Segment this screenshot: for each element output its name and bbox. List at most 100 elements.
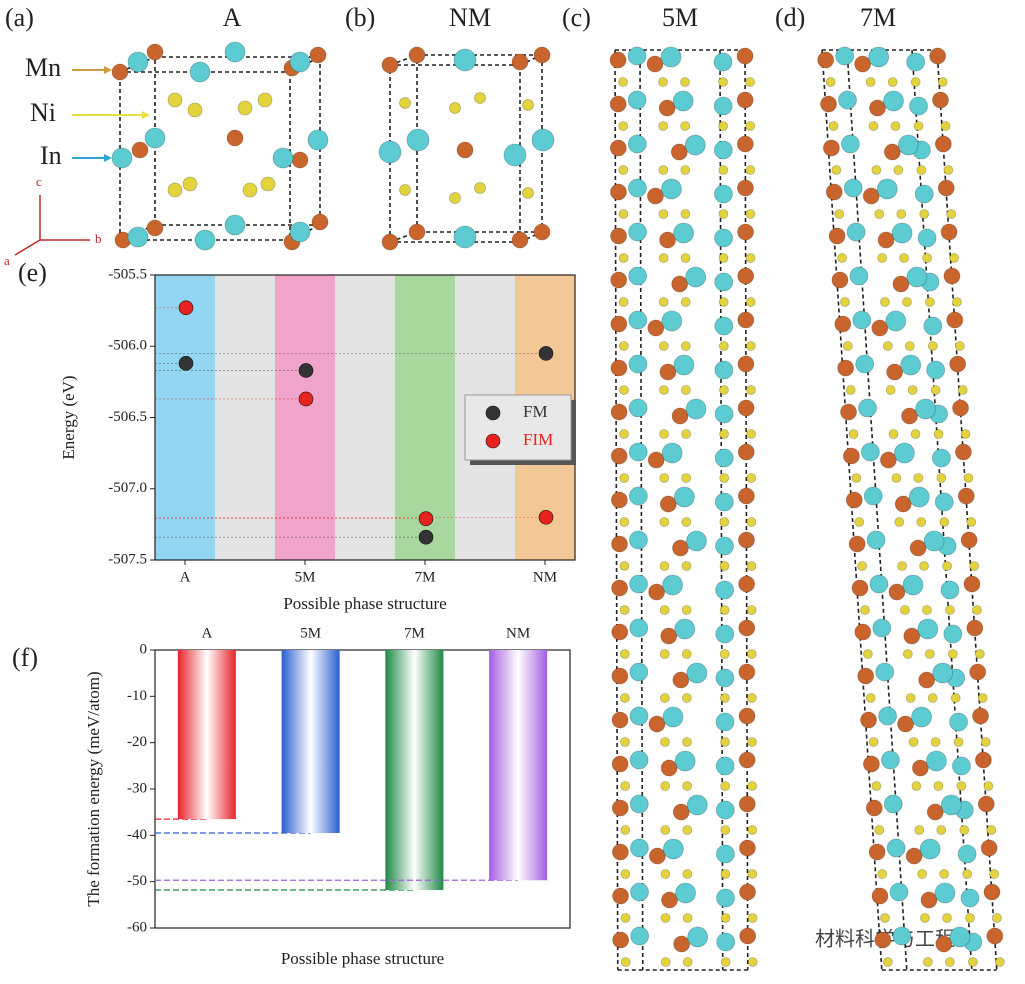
atom	[533, 46, 551, 64]
atom	[511, 231, 529, 249]
atom	[857, 667, 875, 685]
arrow-head	[104, 154, 112, 162]
atom	[901, 407, 918, 425]
atom	[671, 407, 689, 425]
atom	[865, 77, 876, 87]
atom	[914, 825, 925, 835]
atom	[983, 781, 994, 791]
atom	[627, 134, 647, 154]
structure-title: NM	[449, 3, 491, 32]
atom	[878, 706, 897, 726]
atom	[718, 165, 729, 175]
atom	[919, 209, 930, 219]
atom	[992, 913, 1002, 923]
atom	[967, 957, 978, 967]
atom	[226, 129, 244, 147]
atom	[860, 711, 877, 729]
atom	[892, 926, 912, 946]
atom	[840, 403, 857, 421]
atom	[629, 662, 649, 682]
y-tick-label: -20	[127, 734, 147, 750]
atom	[893, 165, 904, 175]
atom	[920, 913, 930, 923]
atom	[260, 176, 276, 192]
atom	[658, 297, 669, 307]
atom	[182, 176, 198, 192]
atom	[661, 442, 683, 464]
atom	[944, 957, 955, 967]
atom	[736, 135, 754, 153]
atom	[912, 759, 929, 777]
atom	[917, 869, 928, 879]
atom	[658, 77, 668, 87]
atom	[628, 178, 647, 198]
atom	[917, 618, 939, 640]
atom	[715, 580, 735, 600]
atom	[408, 46, 426, 64]
atom	[609, 51, 627, 69]
atom	[611, 623, 629, 641]
atom	[408, 223, 426, 241]
atom	[926, 803, 944, 821]
atom	[381, 233, 399, 251]
cell-edge	[614, 49, 619, 971]
atom	[680, 165, 691, 175]
axis-letter: c	[36, 174, 42, 189]
atom	[127, 226, 149, 248]
atom	[937, 77, 948, 87]
element-label: Ni	[30, 98, 56, 127]
y-axis-title: The formation energy (meV/atom)	[84, 671, 103, 906]
atom	[719, 473, 730, 483]
y-tick-label: -507.5	[108, 551, 147, 567]
atom	[747, 957, 758, 967]
atom	[746, 605, 757, 615]
atom	[909, 539, 927, 557]
atom	[311, 213, 329, 231]
element-label: In	[40, 141, 62, 170]
point	[418, 529, 434, 545]
atom	[940, 580, 960, 600]
atom	[610, 227, 627, 245]
atom	[746, 385, 756, 395]
atom	[716, 844, 735, 864]
atom	[307, 129, 329, 151]
atom	[945, 605, 955, 615]
y-tick-label: -50	[127, 873, 147, 889]
atom	[681, 605, 692, 615]
atom	[194, 229, 216, 251]
atom	[737, 487, 755, 505]
atom	[843, 178, 863, 198]
atom	[720, 913, 731, 923]
atom	[474, 92, 486, 104]
atom	[953, 737, 964, 747]
atom	[877, 869, 888, 879]
atom	[610, 447, 628, 465]
point	[178, 300, 194, 316]
atom	[919, 838, 941, 860]
bar	[177, 650, 236, 820]
category-band	[275, 275, 335, 560]
atom	[619, 605, 630, 615]
y-tick-label: -60	[127, 919, 147, 935]
atom	[940, 121, 951, 131]
atom	[718, 121, 729, 131]
atom	[840, 134, 860, 154]
atom	[960, 429, 971, 439]
atom	[897, 561, 908, 571]
atom	[745, 165, 756, 175]
atom	[737, 443, 755, 461]
bar	[489, 650, 548, 881]
atom	[745, 253, 756, 263]
atom	[713, 140, 733, 160]
atom	[840, 297, 850, 307]
y-tick-label: -40	[127, 827, 147, 843]
atom	[883, 143, 901, 161]
category-band	[155, 275, 215, 560]
atom	[610, 271, 628, 289]
atom	[736, 91, 754, 109]
atom	[845, 385, 856, 395]
atom	[399, 184, 411, 196]
atom	[934, 135, 952, 153]
atom	[681, 429, 691, 439]
atom	[674, 618, 696, 640]
